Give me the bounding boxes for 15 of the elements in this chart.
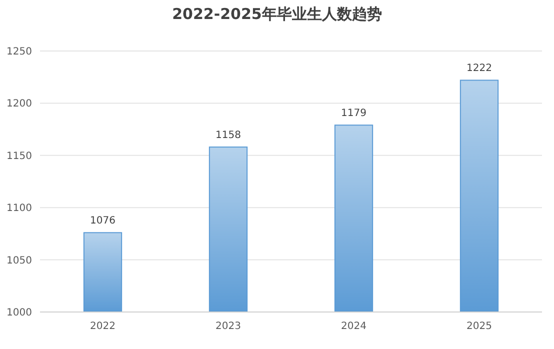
x-tick-label: 2022 (90, 321, 116, 332)
y-tick-label: 1200 (6, 98, 32, 110)
y-tick-label: 1000 (6, 308, 32, 318)
y-tick-label: 1250 (6, 46, 32, 58)
y-tick-label: 1100 (6, 203, 32, 214)
chart-title: 2022-2025年毕业生人数趋势 (172, 5, 382, 23)
x-tick-label: 2024 (341, 321, 366, 332)
data-label: 1179 (341, 108, 366, 120)
x-tick-label: 2025 (466, 321, 492, 332)
data-label: 1076 (90, 216, 116, 227)
data-label: 1222 (466, 63, 492, 74)
y-tick-label: 1150 (6, 150, 32, 162)
y-tick-label: 1050 (6, 255, 32, 266)
data-label: 1158 (216, 130, 241, 142)
x-tick-label: 2023 (216, 321, 241, 332)
